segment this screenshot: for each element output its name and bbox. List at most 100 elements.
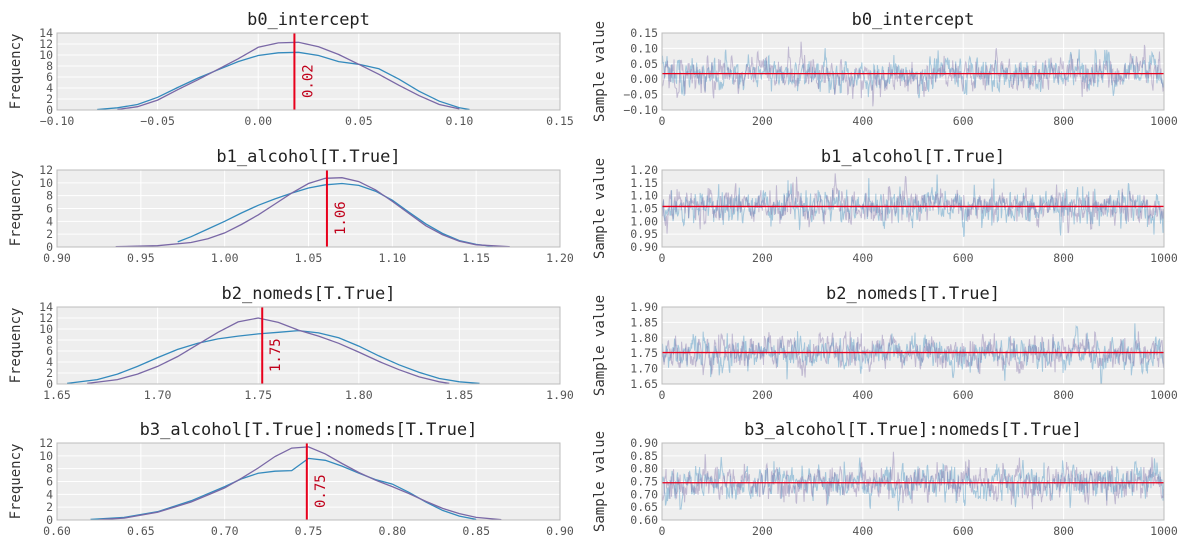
y-axis-label: Frequency bbox=[8, 171, 24, 247]
kde-panel-3: 1.75 b2_nomeds[T.True] Frequency 1.65 1.70 1.… bbox=[8, 284, 574, 402]
y-tick-label: 1.90 bbox=[630, 300, 658, 314]
x-tick-label: 1.85 bbox=[446, 388, 474, 402]
y-tick-label: 0.05 bbox=[630, 57, 658, 71]
x-tick-label: 1.20 bbox=[546, 251, 574, 265]
x-tick-label: 1.90 bbox=[546, 388, 574, 402]
plot-frame bbox=[661, 32, 1165, 111]
x-tick-label: 1000 bbox=[1150, 114, 1178, 128]
x-tick-label: 0.60 bbox=[43, 524, 71, 538]
y-tick-label: 0 bbox=[46, 513, 53, 527]
y-tick-label: 0.65 bbox=[630, 500, 658, 514]
x-tick-label: 0.70 bbox=[211, 524, 239, 538]
trace-line-chain-1 bbox=[662, 457, 1164, 511]
kde-panel-1: 0.02 b0_intercept Frequency −0.10 −0.05 0.00 0… bbox=[8, 10, 574, 128]
plot-frame bbox=[56, 32, 561, 111]
x-tick-label: 800 bbox=[1053, 524, 1074, 538]
plot-area bbox=[662, 307, 1164, 384]
x-tick-label: 0.85 bbox=[462, 524, 490, 538]
y-axis-label: Frequency bbox=[8, 34, 24, 110]
y-tick-label: 1.10 bbox=[630, 189, 658, 203]
y-tick-label: 8 bbox=[46, 189, 53, 203]
x-tick-label: 0.65 bbox=[127, 524, 155, 538]
y-axis-label: Sample value bbox=[592, 158, 608, 259]
y-tick-label: 1.75 bbox=[630, 346, 658, 360]
x-tick-label: 0.80 bbox=[378, 524, 406, 538]
x-tick-label: 400 bbox=[852, 388, 873, 402]
x-tick-label: 0 bbox=[659, 388, 666, 402]
x-tick-label: 1.80 bbox=[345, 388, 373, 402]
trace-panel-1: b0_intercept Sample value 0 200 400 600 800 100… bbox=[592, 10, 1178, 128]
y-tick-label: 6 bbox=[46, 344, 53, 358]
y-tick-label: 2 bbox=[46, 227, 53, 241]
x-tick-label: 200 bbox=[752, 251, 773, 265]
x-tick-label: 200 bbox=[752, 388, 773, 402]
y-tick-label: 4 bbox=[46, 81, 53, 95]
y-axis-label: Sample value bbox=[592, 431, 608, 532]
x-tick-label: 0 bbox=[659, 251, 666, 265]
x-tick-label: 1.15 bbox=[462, 251, 490, 265]
y-tick-label: 0.60 bbox=[630, 513, 658, 527]
y-tick-label: 8 bbox=[46, 333, 53, 347]
trace-panel-3: b2_nomeds[T.True] Sample value 0 200 400 600 8… bbox=[592, 284, 1178, 402]
plot-frame bbox=[56, 306, 561, 385]
chart-title: b3_alcohol[T.True]:nomeds[T.True] bbox=[744, 420, 1082, 440]
kde-panel-2: 1.06 b1_alcohol[T.True] Frequency 0.90 0.95 1… bbox=[8, 147, 574, 265]
y-tick-label: 8 bbox=[46, 59, 53, 73]
y-tick-label: 0.00 bbox=[630, 72, 658, 86]
y-tick-label: 0.85 bbox=[630, 449, 658, 463]
plot-content bbox=[662, 451, 1164, 511]
y-tick-label: 6 bbox=[46, 475, 53, 489]
y-tick-label: 1.85 bbox=[630, 315, 658, 329]
chart-title: b3_alcohol[T.True]:nomeds[T.True] bbox=[140, 420, 478, 440]
x-tick-label: 1.75 bbox=[244, 388, 272, 402]
mean-value-label: 1.06 bbox=[333, 201, 349, 235]
x-tick-label: 1.00 bbox=[211, 251, 239, 265]
y-tick-label: 0.70 bbox=[630, 487, 658, 501]
x-tick-label: 0.75 bbox=[295, 524, 323, 538]
chart-title: b1_alcohol[T.True] bbox=[216, 147, 400, 167]
plot-content bbox=[90, 443, 502, 520]
x-tick-label: 0.15 bbox=[546, 114, 574, 128]
y-tick-label: 0.15 bbox=[630, 26, 658, 40]
y-tick-label: 0 bbox=[46, 103, 53, 117]
y-tick-label: 2 bbox=[46, 366, 53, 380]
x-tick-label: 1000 bbox=[1150, 388, 1178, 402]
density-line-chain-2 bbox=[87, 317, 450, 384]
density-line-chain-2 bbox=[117, 41, 460, 110]
trace-panel-2: b1_alcohol[T.True] Sample value 0 200 400 600… bbox=[592, 147, 1178, 265]
y-tick-label: 14 bbox=[39, 300, 53, 314]
y-tick-label: −0.05 bbox=[623, 88, 658, 102]
y-tick-label: 14 bbox=[39, 26, 53, 40]
trace-panel-4: b3_alcohol[T.True]:nomeds[T.True] Sample … bbox=[592, 420, 1178, 538]
x-tick-label: 400 bbox=[852, 251, 873, 265]
x-tick-label: 0 bbox=[659, 524, 666, 538]
y-tick-label: 0.90 bbox=[630, 436, 658, 450]
trace-line-chain-2 bbox=[662, 451, 1164, 510]
y-tick-label: 0 bbox=[46, 377, 53, 391]
y-tick-label: 10 bbox=[39, 322, 53, 336]
x-tick-label: 200 bbox=[752, 114, 773, 128]
y-tick-label: 0.95 bbox=[630, 227, 658, 241]
x-tick-label: 600 bbox=[953, 388, 974, 402]
plot-content bbox=[115, 170, 510, 247]
density-line-chain-1 bbox=[97, 51, 470, 110]
x-tick-label: 0.90 bbox=[43, 251, 71, 265]
y-tick-label: 6 bbox=[46, 202, 53, 216]
x-tick-label: 200 bbox=[752, 524, 773, 538]
y-tick-label: 0.90 bbox=[630, 240, 658, 254]
plot-frame bbox=[56, 169, 561, 248]
density-line-chain-1 bbox=[177, 182, 493, 247]
trace-line-chain-1 bbox=[662, 323, 1164, 384]
y-tick-label: 1.05 bbox=[630, 202, 658, 216]
y-tick-label: 12 bbox=[39, 311, 53, 325]
y-tick-label: 6 bbox=[46, 70, 53, 84]
mean-value-label: 0.75 bbox=[313, 474, 329, 508]
y-axis-label: Sample value bbox=[592, 295, 608, 396]
y-tick-label: 0.10 bbox=[630, 41, 658, 55]
plot-area bbox=[57, 307, 560, 384]
x-tick-label: 800 bbox=[1053, 388, 1074, 402]
y-tick-label: 1.70 bbox=[630, 362, 658, 376]
y-tick-label: 0.80 bbox=[630, 462, 658, 476]
y-tick-label: −0.10 bbox=[623, 103, 658, 117]
y-tick-label: 4 bbox=[46, 487, 53, 501]
